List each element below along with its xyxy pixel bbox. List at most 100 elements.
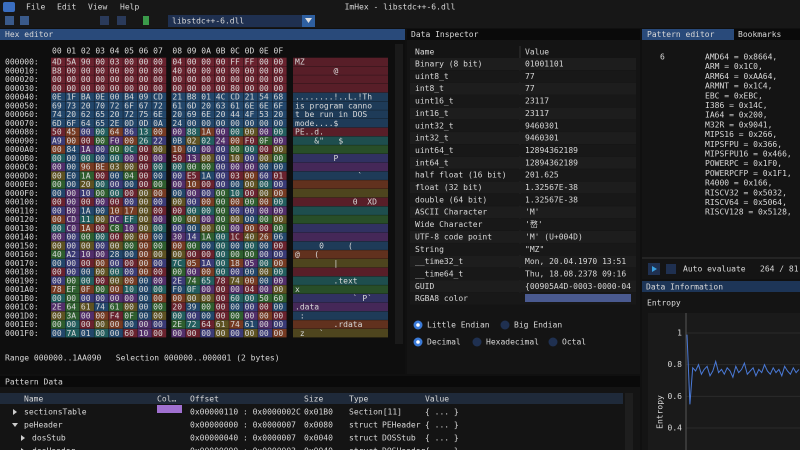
inspector-row[interactable] [410,107,636,120]
code-line: R4000 = 0x166, [705,179,772,188]
byte-highlight [152,232,167,242]
byte-highlight [258,57,273,67]
radio-label[interactable]: Octal [562,338,586,347]
tab[interactable]: Pattern editor [647,30,715,39]
byte-highlight [214,276,229,285]
menu-toolbar-bg [0,0,800,28]
hex-bytes: 78 EF 0F 00 00 10 00 00 F0 0F 00 00 00 0… [52,285,283,294]
app-icon [3,2,15,12]
byte-highlight [108,83,123,93]
byte-highlight [152,180,167,189]
inspector-row[interactable] [410,181,636,194]
tool-icon[interactable] [20,16,29,25]
inspector-row[interactable] [410,230,636,243]
type-name: DOSStub [382,434,416,443]
inspector-row[interactable] [410,119,636,132]
inspector-row[interactable] [410,132,636,145]
byte-highlight [200,75,215,84]
ascii-highlight [293,188,388,198]
byte-highlight [65,215,80,224]
inspector-name: UTF-8 code point [415,232,492,241]
provider-combo[interactable] [168,15,302,27]
tree-arrow[interactable] [21,435,25,441]
code-line: ARMNT = 0x1C4, [705,82,772,91]
byte-highlight [137,66,152,75]
byte-highlight [108,293,123,303]
auto-eval-checkbox[interactable] [666,264,676,274]
byte-highlight [258,145,273,154]
inspector-row[interactable] [410,280,636,293]
byte-highlight [258,92,273,102]
byte-highlight [51,75,66,84]
byte-highlight [123,302,138,312]
byte-highlight [214,311,229,320]
radio[interactable] [472,337,482,347]
menu-item[interactable]: Help [120,3,139,12]
byte-highlight [137,171,152,180]
pattern-size: 0x01B0 [304,408,333,417]
byte-highlight [51,153,66,163]
byte-highlight [51,258,66,268]
inspector-row[interactable] [410,267,636,280]
radio[interactable] [548,337,558,347]
radio-label[interactable]: Hexadecimal [486,338,539,347]
tree-arrow[interactable] [13,409,17,415]
pattern-data-title-bar [0,376,640,387]
inspector-row[interactable] [410,169,636,182]
inspector-row[interactable] [410,82,636,95]
radio-label[interactable]: Decimal [427,338,461,347]
byte-highlight [258,153,273,163]
byte-highlight [243,250,258,259]
hex-ascii: x [295,285,300,294]
byte-highlight [137,118,152,128]
tool-icon[interactable] [117,16,126,25]
byte-highlight [79,66,94,75]
inspector-row[interactable] [410,218,636,231]
byte-highlight [258,328,273,338]
byte-highlight [137,232,152,242]
byte-highlight [272,153,287,163]
menu-item[interactable]: File [26,3,45,12]
tab[interactable]: Bookmarks [738,30,782,39]
tool-icon[interactable] [5,16,14,25]
inspector-row[interactable] [410,255,636,268]
radio[interactable] [500,320,510,330]
column-header: Offset [190,395,219,404]
tree-arrow[interactable] [12,423,18,427]
hex-address: 0000D0: [5,171,39,180]
inspector-row[interactable] [410,206,636,219]
hex-ascii: @ ( [295,250,319,259]
ascii-highlight [293,75,388,84]
inspector-row[interactable] [410,70,636,83]
inspector-row[interactable] [410,193,636,206]
ascii-highlight [293,267,388,277]
byte-highlight [65,180,80,189]
inspector-row[interactable] [410,144,636,157]
byte-highlight [185,197,200,207]
byte-highlight [200,92,215,102]
editor-tab-active[interactable] [642,29,734,40]
byte-highlight [108,311,123,320]
radio-label[interactable]: Big Endian [514,321,562,330]
byte-highlight [258,171,273,180]
byte-highlight [272,180,287,189]
byte-highlight [185,136,200,145]
tool-icon[interactable] [100,16,109,25]
inspector-row[interactable] [410,95,636,108]
byte-highlight [272,267,287,277]
byte-highlight [171,162,186,172]
byte-highlight [185,311,200,320]
byte-highlight [272,311,287,320]
inspector-row[interactable] [410,156,636,169]
bookmark-icon[interactable] [143,16,149,25]
radio-label[interactable]: Little Endian [427,321,490,330]
byte-highlight [272,127,287,137]
menu-item[interactable]: View [88,3,107,12]
code-line: I386 = 0x14C, [705,101,768,110]
menu-item[interactable]: Edit [57,3,76,12]
inspector-row[interactable] [410,58,636,70]
hex-ascii: is program canno [295,101,372,110]
byte-highlight [51,206,66,215]
inspector-row[interactable] [410,243,636,256]
byte-highlight [94,118,109,128]
